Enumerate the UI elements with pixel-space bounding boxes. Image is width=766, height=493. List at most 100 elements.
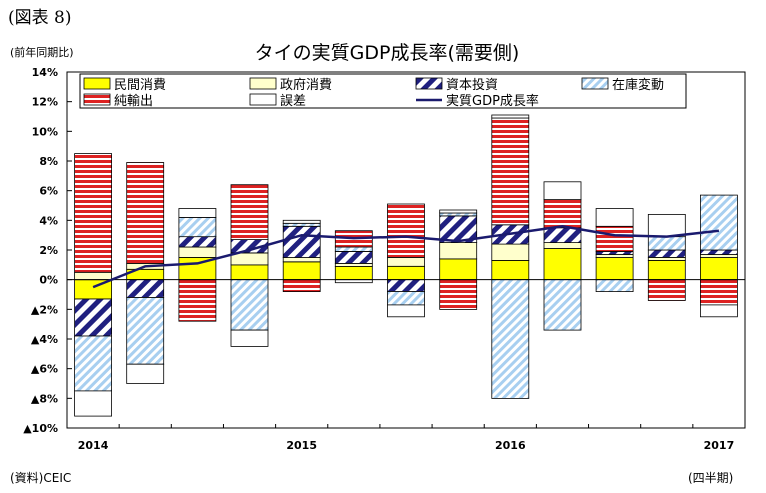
legend-label: 民間消費 <box>114 78 166 93</box>
bar-segment-2016Q2-s3 <box>543 279 582 331</box>
bar-segment-2016Q1-s4 <box>491 117 530 226</box>
bar-segment-2014Q3-s3 <box>178 216 217 238</box>
bar-segment-2014Q4-s4 <box>230 184 269 240</box>
x-tick-label: 2015 <box>286 439 317 452</box>
bar-segment-2017Q1-s1 <box>700 254 738 258</box>
bar-segment-2015Q1-s5 <box>282 219 321 224</box>
bar-segment-2016Q4-s5 <box>647 213 686 238</box>
bar-segment-2016Q3-s5 <box>595 208 634 227</box>
legend-swatch <box>249 93 277 106</box>
unit-label: (前年同期比) <box>10 46 74 59</box>
bar-segment-2015Q4-s4 <box>439 279 478 310</box>
legend-label: 実質GDP成長率 <box>446 93 539 109</box>
bar-segment-2015Q3-s4 <box>387 203 425 258</box>
bar-segment-2016Q4-s3 <box>647 236 686 251</box>
bar-segment-2016Q4-s1 <box>647 256 686 261</box>
bar-segment-2016Q4-s0 <box>647 259 686 281</box>
x-tick-label: 2016 <box>495 439 526 452</box>
bar-segment-2016Q3-s2 <box>595 251 634 255</box>
y-tick-label: ▲8% <box>31 392 58 405</box>
bar-segment-2014Q4-s0 <box>230 264 269 280</box>
bar-segment-2015Q1-s3 <box>282 222 321 227</box>
bar-segment-2016Q1-s0 <box>491 259 530 281</box>
bar-segment-2015Q3-s0 <box>387 265 425 281</box>
bar-segment-2015Q4-s1 <box>439 242 478 260</box>
bar-segment-2015Q3-s1 <box>387 256 425 267</box>
legend-swatch <box>581 77 609 90</box>
bar-segment-2016Q2-s0 <box>543 248 582 281</box>
y-tick-label: 0% <box>39 274 58 287</box>
bar-segment-2014Q2-s3 <box>126 297 165 365</box>
bar-segment-2015Q4-s5 <box>439 209 478 214</box>
bar-segment-2014Q3-s1 <box>178 246 217 258</box>
y-axis: 14% 12% 10% 8% 6% 4% 2% 0% ▲2% ▲4% ▲6% ▲8% ▲10% <box>23 66 72 435</box>
bar-segment-2016Q2-s1 <box>543 242 582 249</box>
bar-segment-2014Q4-s3 <box>230 279 269 331</box>
legend-label: 純輸出 <box>114 94 153 109</box>
y-tick-label: ▲2% <box>31 303 58 316</box>
bar-segment-2014Q4-s5 <box>230 329 269 347</box>
bar-segment-2017Q1-s5 <box>700 304 738 318</box>
bar-segment-2014Q2-s4 <box>126 162 165 264</box>
source-label: (資料)CEIC <box>10 471 72 485</box>
bar-segment-2014Q2-s2 <box>126 279 165 298</box>
bar-segment-2016Q1-s5 <box>491 114 530 119</box>
bar-segment-2015Q1-s4 <box>282 279 321 293</box>
y-tick-label: ▲6% <box>31 363 58 376</box>
legend-label: 誤差 <box>280 93 306 109</box>
bar-segment-2016Q4-s4 <box>647 279 686 301</box>
bar-segment-2015Q1-s0 <box>282 261 321 281</box>
bar-segment-2016Q1-s1 <box>491 243 530 261</box>
y-tick-label: 2% <box>39 244 58 257</box>
y-tick-label: 6% <box>39 185 58 198</box>
bar-segment-2016Q4-s2 <box>647 249 686 258</box>
bar-segment-2014Q1-s4 <box>74 153 112 273</box>
chart-title: タイの実質GDP成長率(需要側) <box>254 42 520 64</box>
y-tick-label: ▲4% <box>31 333 58 346</box>
y-tick-label: 4% <box>39 214 58 227</box>
y-tick-label: 14% <box>32 66 58 79</box>
bar-segment-2014Q1-s1 <box>74 271 112 281</box>
legend-label: 資本投資 <box>446 77 498 93</box>
bar-segment-2016Q3-s1 <box>595 254 634 258</box>
y-tick-label: 10% <box>32 125 58 138</box>
bar-segment-2015Q3-s2 <box>387 279 425 293</box>
bar-segment-2014Q2-s5 <box>126 363 165 384</box>
figure-label: (図表 8) <box>8 8 72 28</box>
y-tick-label: 8% <box>39 155 58 168</box>
x-axis: 2014 2015 2016 2017 <box>66 424 746 452</box>
gdp-growth-line <box>92 225 720 289</box>
bar-segment-2016Q3-s3 <box>595 279 634 293</box>
y-tick-label: ▲10% <box>23 422 58 435</box>
bar-segment-2016Q3-s4 <box>595 225 634 252</box>
bars-layer <box>74 114 738 417</box>
bar-segment-2015Q2-s0 <box>334 265 373 281</box>
bar-segment-2014Q1-s2 <box>74 298 112 337</box>
legend-swatch <box>249 77 277 90</box>
bar-segment-2016Q3-s0 <box>595 256 634 281</box>
legend-swatch <box>415 77 443 90</box>
legend-label: 政府消費 <box>280 78 332 93</box>
bar-segment-2015Q3-s5 <box>387 304 425 318</box>
legend-swatch <box>83 77 111 90</box>
bar-segment-2016Q2-s4 <box>543 199 582 229</box>
bar-segment-2017Q1-s2 <box>700 249 738 255</box>
bar-segment-2016Q2-s5 <box>543 181 582 201</box>
bar-segment-2014Q4-s1 <box>230 252 269 266</box>
bar-segment-2015Q2-s1 <box>334 262 373 267</box>
bar-segment-2015Q1-s1 <box>282 256 321 263</box>
bar-segment-2014Q1-s3 <box>74 335 112 392</box>
bar-segment-2016Q1-s3 <box>491 279 530 399</box>
y-tick-label: 12% <box>32 96 58 109</box>
x-tick-label: 2017 <box>704 439 735 452</box>
legend-label: 在庫変動 <box>612 77 664 93</box>
bar-segment-2015Q4-s0 <box>439 258 478 281</box>
bar-segment-2017Q1-s0 <box>700 256 738 281</box>
bar-segment-2015Q1-s2 <box>282 225 321 258</box>
bar-segment-2015Q3-s3 <box>387 291 425 306</box>
bar-segment-2014Q3-s5 <box>178 208 217 218</box>
bar-segment-2014Q3-s4 <box>178 279 217 322</box>
bar-segment-2015Q2-s2 <box>334 251 373 264</box>
x-tick-label: 2014 <box>78 439 109 452</box>
